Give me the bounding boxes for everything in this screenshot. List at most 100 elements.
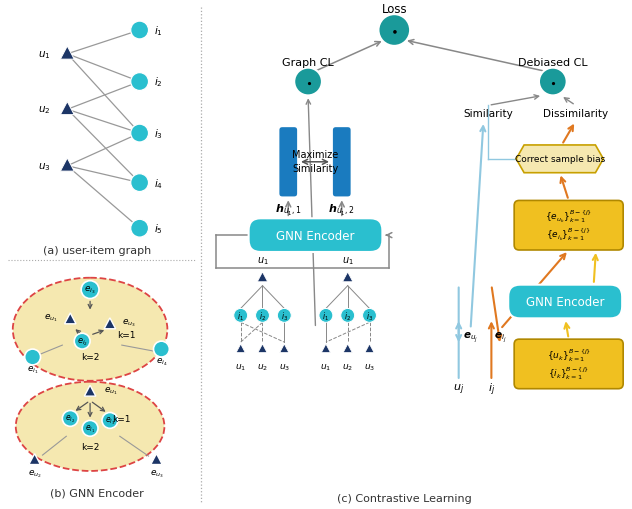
Circle shape: [131, 125, 149, 143]
Text: GNN Encoder: GNN Encoder: [526, 295, 604, 308]
Polygon shape: [343, 272, 353, 282]
Polygon shape: [236, 344, 245, 353]
Text: $u_3$: $u_3$: [364, 362, 375, 373]
Text: (a) user-item graph: (a) user-item graph: [43, 245, 151, 256]
Circle shape: [131, 73, 149, 91]
Text: $\boldsymbol{h}_{u_1,2}$: $\boldsymbol{h}_{u_1,2}$: [329, 203, 355, 217]
Circle shape: [82, 420, 98, 436]
Text: $i_4$: $i_4$: [154, 176, 164, 190]
Text: $i_5$: $i_5$: [154, 222, 163, 236]
Text: Maximize: Maximize: [292, 150, 338, 159]
Text: (c) Contrastive Learning: (c) Contrastive Learning: [337, 493, 471, 503]
Text: (b) GNN Encoder: (b) GNN Encoder: [50, 488, 144, 498]
Text: $i_1$: $i_1$: [237, 309, 244, 322]
Polygon shape: [343, 344, 352, 353]
Text: $i_2$: $i_2$: [154, 75, 163, 89]
Polygon shape: [150, 454, 162, 465]
FancyBboxPatch shape: [278, 127, 298, 198]
FancyBboxPatch shape: [332, 127, 351, 198]
Polygon shape: [258, 344, 267, 353]
Text: $u_1$: $u_1$: [235, 362, 246, 373]
Text: $e_{u_2}$: $e_{u_2}$: [28, 467, 42, 479]
Text: $\{e_{i_k}\}_{k=1}^{B-\{j\}}$: $\{e_{i_k}\}_{k=1}^{B-\{j\}}$: [546, 227, 591, 243]
Circle shape: [81, 281, 99, 299]
Circle shape: [341, 309, 355, 323]
Text: $i_2$: $i_2$: [344, 309, 351, 322]
Text: $i_3$: $i_3$: [281, 309, 288, 322]
Text: k=1: k=1: [118, 330, 136, 339]
Text: $\{e_{u_k}\}_{k=1}^{B-\{j\}}$: $\{e_{u_k}\}_{k=1}^{B-\{j\}}$: [545, 209, 592, 225]
Polygon shape: [516, 146, 604, 174]
Text: $e_{u_3}$: $e_{u_3}$: [122, 317, 136, 328]
Polygon shape: [64, 314, 76, 324]
Text: $i_1$: $i_1$: [322, 309, 329, 322]
Circle shape: [74, 333, 90, 349]
Text: k=2: k=2: [81, 442, 99, 451]
Text: Debiased CL: Debiased CL: [518, 58, 588, 68]
Polygon shape: [104, 318, 116, 329]
Polygon shape: [321, 344, 331, 353]
Text: $\boldsymbol{e}_{u_j}$: $\boldsymbol{e}_{u_j}$: [463, 330, 478, 345]
Circle shape: [363, 309, 377, 323]
Polygon shape: [61, 159, 74, 172]
Text: Graph CL: Graph CL: [283, 58, 334, 68]
Text: $e_{i_1}$: $e_{i_1}$: [85, 423, 95, 434]
Text: GNN Encoder: GNN Encoder: [276, 229, 355, 242]
Circle shape: [102, 413, 118, 429]
Circle shape: [63, 411, 78, 427]
Circle shape: [319, 309, 333, 323]
Circle shape: [277, 309, 291, 323]
Text: Similarity: Similarity: [292, 163, 338, 174]
Text: $i_1$: $i_1$: [154, 24, 163, 38]
Text: $u_1$: $u_1$: [38, 49, 51, 61]
Text: $\bullet$: $\bullet$: [305, 77, 312, 88]
Text: $e_{i_1}$: $e_{i_1}$: [27, 363, 39, 375]
Text: $\boldsymbol{e}_{i_j}$: $\boldsymbol{e}_{i_j}$: [494, 330, 507, 345]
Text: $\{i_k\}_{k=1}^{B-\{j\}}$: $\{i_k\}_{k=1}^{B-\{j\}}$: [548, 365, 589, 381]
Text: $e_{i_3}$: $e_{i_3}$: [84, 285, 96, 296]
Polygon shape: [61, 47, 74, 60]
Text: $e_{i_2}$: $e_{i_2}$: [65, 413, 75, 425]
Text: $i_j$: $i_j$: [488, 381, 495, 397]
Circle shape: [379, 15, 410, 47]
Text: $u_1$: $u_1$: [342, 254, 353, 266]
Circle shape: [234, 309, 248, 323]
Polygon shape: [280, 344, 289, 353]
Circle shape: [131, 220, 149, 238]
Text: $\bullet$: $\bullet$: [391, 24, 398, 38]
Text: $u_j$: $u_j$: [453, 382, 465, 396]
Polygon shape: [61, 102, 74, 116]
Text: Similarity: Similarity: [463, 109, 513, 119]
Circle shape: [131, 22, 149, 40]
Circle shape: [295, 69, 322, 96]
Text: $u_3$: $u_3$: [38, 160, 51, 173]
Circle shape: [154, 342, 169, 357]
Text: $i_3$: $i_3$: [154, 127, 164, 140]
Text: $i_3$: $i_3$: [366, 309, 373, 322]
Text: $e_{u_3}$: $e_{u_3}$: [150, 467, 164, 479]
FancyBboxPatch shape: [508, 285, 622, 319]
Text: Correct sample bias: Correct sample bias: [514, 155, 605, 164]
Text: $u_2$: $u_2$: [342, 362, 353, 373]
Ellipse shape: [13, 278, 167, 381]
Text: $u_1$: $u_1$: [320, 362, 332, 373]
Text: k=1: k=1: [112, 414, 131, 423]
Text: $u_1$: $u_1$: [257, 254, 269, 266]
Text: Loss: Loss: [382, 3, 407, 16]
Ellipse shape: [16, 382, 164, 471]
Text: $e_{u_1}$: $e_{u_1}$: [104, 385, 118, 397]
Text: $e_{u_1}$: $e_{u_1}$: [44, 312, 58, 324]
Text: $e_{i_2}$: $e_{i_2}$: [76, 336, 88, 347]
Text: $u_2$: $u_2$: [257, 362, 268, 373]
Circle shape: [131, 175, 149, 192]
Text: $u_3$: $u_3$: [279, 362, 290, 373]
Text: $e_{i_3}$: $e_{i_3}$: [105, 415, 115, 427]
FancyBboxPatch shape: [514, 201, 623, 250]
Text: $i_2$: $i_2$: [259, 309, 266, 322]
Text: k=2: k=2: [81, 352, 99, 361]
Text: Dissimilarity: Dissimilarity: [543, 109, 608, 119]
Polygon shape: [257, 272, 268, 282]
Text: $u_2$: $u_2$: [38, 104, 51, 116]
Text: $e_{i_4}$: $e_{i_4}$: [155, 355, 167, 367]
Polygon shape: [29, 454, 40, 465]
